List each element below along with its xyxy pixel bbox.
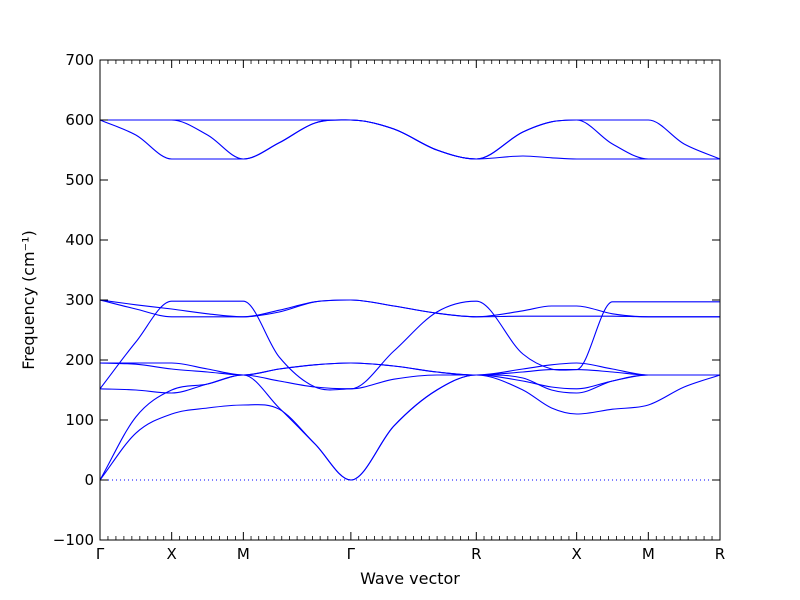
y-tick-label: 0 [84, 471, 94, 489]
y-tick-label: 600 [65, 111, 94, 129]
band-line-11 [100, 119, 720, 160]
y-tick-label: −100 [53, 531, 94, 549]
x-tick-label: Γ [96, 545, 105, 563]
y-tick-label: 300 [65, 291, 94, 309]
y-tick-label: 400 [65, 231, 94, 249]
x-tick-label: M [237, 545, 250, 563]
band-line-3 [99, 374, 720, 394]
x-tick-label: X [572, 545, 582, 563]
band-line-4 [99, 300, 720, 391]
y-tick-label: 100 [65, 411, 94, 429]
x-tick-label: X [167, 545, 177, 563]
plot-frame [99, 59, 721, 541]
y-axis-label: Frequency (cm⁻¹) [19, 230, 38, 369]
x-tick-label: M [642, 545, 655, 563]
x-tick-label: R [471, 545, 481, 563]
x-axis-label: Wave vector [360, 569, 460, 588]
x-tick-label: R [715, 545, 725, 563]
y-tick-label: 700 [65, 51, 94, 69]
y-tick-label: 200 [65, 351, 94, 369]
band-line-8 [99, 299, 720, 318]
y-tick-label: 500 [65, 171, 94, 189]
band-lines [99, 119, 721, 481]
y-axis: −100 0 100 200 300 400 500 600 700 [53, 51, 720, 549]
band-line-6 [99, 362, 720, 376]
minor-ticks [107, 60, 713, 540]
x-tick-label: Γ [347, 545, 356, 563]
